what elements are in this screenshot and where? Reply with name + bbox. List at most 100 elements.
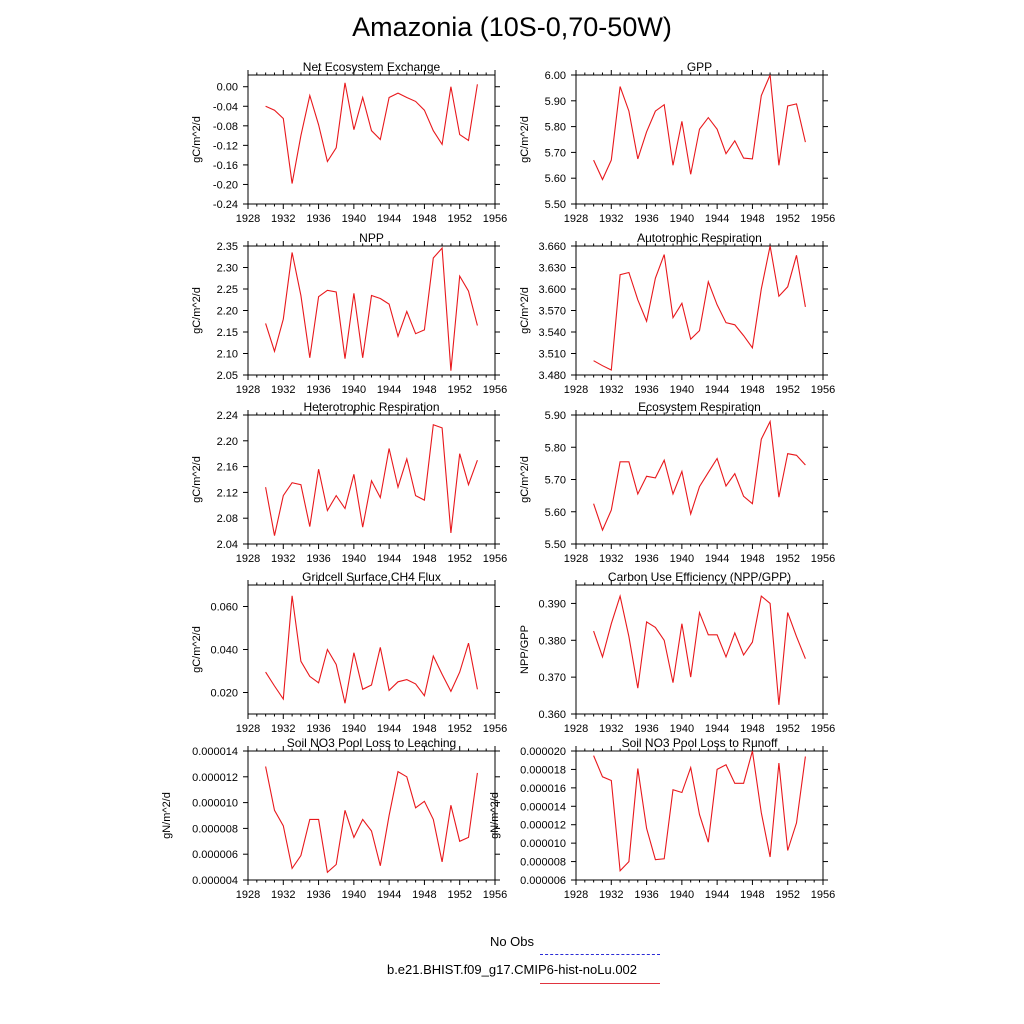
legend-label-2: b.e21.BHIST.f09_g17.CMIP6-hist-noLu.002 xyxy=(386,962,638,977)
y-tick-label: 5.70 xyxy=(545,475,566,487)
y-tick-label: -0.04 xyxy=(213,101,238,113)
y-tick-label: 6.00 xyxy=(545,70,566,82)
y-tick-label: 3.600 xyxy=(538,284,566,296)
x-tick-label: 1932 xyxy=(599,384,623,396)
x-tick-label: 1944 xyxy=(377,213,401,225)
plot-frame xyxy=(247,750,496,881)
panel-title: Ecosystem Respiration xyxy=(638,400,761,414)
y-tick-label: 0.000006 xyxy=(192,849,238,861)
plot-frame xyxy=(575,584,824,715)
y-tick-label: 0.000012 xyxy=(192,772,238,784)
x-tick-label: 1948 xyxy=(740,723,764,735)
y-tick-label: 2.15 xyxy=(217,327,238,339)
x-tick-label: 1928 xyxy=(236,384,260,396)
y-tick-label: 5.90 xyxy=(545,410,566,422)
y-tick-label: 0.000008 xyxy=(192,823,238,835)
y-axis-label: gC/m^2/d xyxy=(191,456,203,503)
y-tick-label: 0.000012 xyxy=(520,820,566,832)
x-tick-label: 1928 xyxy=(564,723,588,735)
y-axis-label: NPP/GPP xyxy=(519,625,531,674)
y-axis-label: gC/m^2/d xyxy=(519,287,531,334)
y-tick-label: 5.90 xyxy=(545,96,566,108)
x-tick-label: 1948 xyxy=(412,553,436,565)
y-tick-label: 2.12 xyxy=(217,487,238,499)
x-tick-label: 1952 xyxy=(447,553,471,565)
x-tick-label: 1932 xyxy=(271,384,295,396)
y-axis-label: gC/m^2/d xyxy=(191,116,203,163)
x-tick-label: 1928 xyxy=(236,213,260,225)
y-tick-label: 5.50 xyxy=(545,539,566,551)
x-tick-label: 1956 xyxy=(483,889,507,901)
x-tick-label: 1928 xyxy=(236,723,260,735)
panel-title: Heterotrophic Respiration xyxy=(303,400,439,414)
legend-swatch-1 xyxy=(540,954,660,955)
figure-title: Amazonia (10S-0,70-50W) xyxy=(352,12,672,42)
panel-7: Gridcell Surface CH4 Flux 1928 1932 1936 194… xyxy=(191,570,507,735)
x-tick-label: 1956 xyxy=(811,553,835,565)
x-tick-label: 1944 xyxy=(705,553,729,565)
y-tick-label: 2.20 xyxy=(217,436,238,448)
panels-canvas: Net Ecosystem Exchange 1928 1932 1936 1940 19… xyxy=(161,60,835,901)
y-tick-label: 3.480 xyxy=(538,370,566,382)
y-tick-label: 5.60 xyxy=(545,173,566,185)
plot-frame xyxy=(247,584,496,715)
y-axis-label: gC/m^2/d xyxy=(191,626,203,673)
x-tick-label: 1940 xyxy=(342,213,366,225)
series-line xyxy=(593,750,806,873)
x-tick-label: 1956 xyxy=(811,723,835,735)
x-tick-label: 1944 xyxy=(377,384,401,396)
x-tick-label: 1948 xyxy=(740,553,764,565)
y-tick-label: 2.08 xyxy=(217,513,238,525)
plot-frame xyxy=(247,414,496,545)
x-tick-label: 1948 xyxy=(412,384,436,396)
panel-title: Autotrophic Respiration xyxy=(637,231,762,245)
x-tick-label: 1948 xyxy=(412,889,436,901)
y-tick-label: 0.000008 xyxy=(520,857,566,869)
x-tick-label: 1956 xyxy=(483,384,507,396)
y-tick-label: 5.60 xyxy=(545,507,566,519)
y-tick-label: 0.000020 xyxy=(520,746,566,758)
x-tick-label: 1928 xyxy=(564,889,588,901)
y-tick-label: -0.12 xyxy=(213,140,238,152)
series-line xyxy=(593,419,806,532)
x-tick-label: 1936 xyxy=(306,723,330,735)
x-tick-label: 1944 xyxy=(377,889,401,901)
x-tick-label: 1956 xyxy=(483,723,507,735)
y-tick-label: 5.80 xyxy=(545,442,566,454)
legend-label-1: No Obs xyxy=(489,934,535,949)
x-tick-label: 1932 xyxy=(271,553,295,565)
x-tick-label: 1944 xyxy=(705,384,729,396)
y-axis-label: gN/m^2/d xyxy=(161,792,173,839)
plot-frame xyxy=(575,74,824,205)
series-line xyxy=(593,593,806,705)
y-tick-label: 0.000010 xyxy=(192,798,238,810)
x-tick-label: 1928 xyxy=(236,889,260,901)
x-tick-label: 1940 xyxy=(670,213,694,225)
x-tick-label: 1956 xyxy=(483,553,507,565)
x-tick-label: 1932 xyxy=(271,723,295,735)
x-tick-label: 1956 xyxy=(811,384,835,396)
plot-frame xyxy=(247,74,496,205)
x-tick-label: 1936 xyxy=(634,723,658,735)
panel-title: GPP xyxy=(687,60,712,74)
x-tick-label: 1932 xyxy=(599,889,623,901)
x-tick-label: 1952 xyxy=(775,889,799,901)
x-tick-label: 1940 xyxy=(670,384,694,396)
panel-title: Soil NO3 Pool Loss to Runoff xyxy=(622,736,779,750)
y-tick-label: 2.05 xyxy=(217,370,238,382)
panel-title: Net Ecosystem Exchange xyxy=(303,60,441,74)
panel-title: Gridcell Surface CH4 Flux xyxy=(302,570,441,584)
y-tick-label: 0.020 xyxy=(210,688,238,700)
x-tick-label: 1944 xyxy=(705,723,729,735)
x-tick-label: 1952 xyxy=(775,723,799,735)
y-tick-label: 3.630 xyxy=(538,263,566,275)
y-tick-label: 2.35 xyxy=(217,241,238,253)
panel-9: Soil NO3 Pool Loss to Leaching 1928 1932 19… xyxy=(161,736,507,901)
y-tick-label: 0.040 xyxy=(210,645,238,657)
x-tick-label: 1936 xyxy=(634,889,658,901)
x-tick-label: 1936 xyxy=(634,553,658,565)
y-tick-label: 0.000006 xyxy=(520,875,566,887)
series-line xyxy=(265,82,478,184)
y-tick-label: 0.380 xyxy=(538,635,566,647)
